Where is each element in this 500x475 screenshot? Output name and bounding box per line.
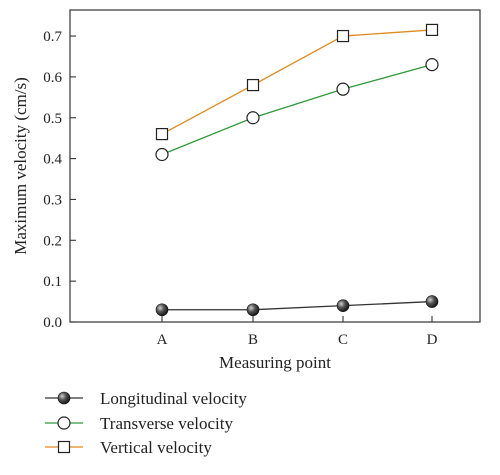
y-axis: 0.0 0.1 0.2 0.3 0.4 0.5 0.6 0.7 bbox=[43, 29, 76, 331]
y-tick-label: 0.4 bbox=[43, 152, 62, 168]
plot-frame bbox=[69, 9, 481, 323]
data-point-longitudinal bbox=[336, 299, 350, 312]
y-tick-label: 0.1 bbox=[43, 274, 62, 290]
data-point-vertical bbox=[155, 127, 169, 141]
legend-label-vertical: Vertical velocity bbox=[100, 438, 212, 457]
data-point-longitudinal bbox=[246, 303, 260, 317]
data-point-longitudinal bbox=[155, 303, 169, 317]
data-point-vertical bbox=[336, 29, 350, 43]
data-point-transverse bbox=[246, 111, 260, 125]
data-point-longitudinal bbox=[425, 295, 439, 308]
data-point-vertical bbox=[425, 23, 439, 37]
legend-item-vertical: Vertical velocity bbox=[45, 438, 212, 457]
series-longitudinal bbox=[155, 295, 439, 317]
legend-item-transverse: Transverse velocity bbox=[45, 414, 233, 433]
x-tick-label: D bbox=[427, 332, 438, 348]
x-tick-label: C bbox=[338, 332, 348, 348]
y-tick-label: 0.7 bbox=[43, 29, 62, 45]
legend-label-longitudinal: Longitudinal velocity bbox=[100, 389, 247, 408]
legend-marker-vertical bbox=[57, 440, 71, 454]
x-tick-label: A bbox=[157, 332, 168, 348]
series-transverse bbox=[155, 58, 439, 162]
series-vertical bbox=[155, 23, 439, 141]
legend-marker-longitudinal bbox=[57, 391, 71, 405]
data-point-transverse bbox=[425, 58, 439, 72]
data-point-vertical bbox=[246, 78, 260, 92]
x-tick-label: B bbox=[248, 332, 258, 348]
legend-label-transverse: Transverse velocity bbox=[100, 414, 233, 433]
legend: Longitudinal velocity Transverse velocit… bbox=[45, 389, 247, 457]
series-line-longitudinal bbox=[162, 300, 433, 311]
data-point-transverse bbox=[155, 147, 169, 162]
series-line-vertical bbox=[161, 29, 433, 135]
legend-marker-transverse bbox=[57, 416, 71, 430]
series-layer bbox=[155, 23, 439, 317]
y-tick-label: 0.5 bbox=[43, 111, 62, 127]
y-axis-title: Maximum velocity (cm/s) bbox=[11, 77, 30, 255]
x-axis: A B C D bbox=[157, 316, 438, 348]
series-line-transverse bbox=[161, 64, 433, 156]
x-axis-title: Measuring point bbox=[219, 353, 331, 372]
y-tick-label: 0.0 bbox=[43, 315, 62, 331]
data-point-transverse bbox=[336, 82, 350, 96]
y-tick-label: 0.6 bbox=[43, 70, 62, 86]
y-tick-label: 0.3 bbox=[43, 192, 62, 208]
y-tick-label: 0.2 bbox=[43, 233, 62, 249]
legend-item-longitudinal: Longitudinal velocity bbox=[45, 389, 247, 408]
